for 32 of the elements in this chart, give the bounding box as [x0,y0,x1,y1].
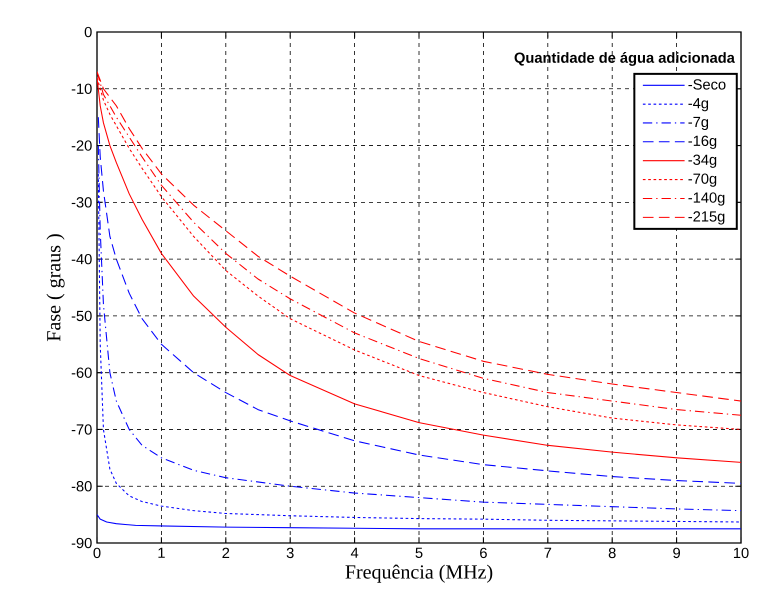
x-tick-label: 7 [544,548,552,558]
y-tick-label: -50 [72,310,92,322]
y-axis-title: Fase ( graus ) [46,234,65,342]
legend-label: -7g [688,116,708,130]
legend-label: -140g [688,192,724,206]
y-tick-label: -70 [72,424,92,435]
legend-label: -Seco [688,79,726,90]
x-tick-label: 9 [673,548,680,558]
x-tick-label: 10 [734,548,749,558]
legend-label: -16g [688,136,716,149]
x-tick-label: 2 [222,548,230,558]
y-tick-label: -20 [72,140,92,151]
x-tick-label: 5 [416,548,422,558]
y-tick-label: -10 [72,84,92,94]
y-tick-label: -30 [72,197,92,208]
x-tick-label: 8 [608,548,616,558]
x-axis-title: Frequência (MHz) [345,564,492,583]
x-tick-label: 0 [93,548,100,558]
legend-label: -70g [688,173,716,187]
legend-label: -215g [688,211,724,225]
y-tick-label: -80 [72,481,92,492]
x-tick-label: 6 [480,548,487,558]
x-tick-label: 1 [158,548,165,558]
x-tick-label: 3 [286,548,294,558]
legend-label: -4g [688,98,708,112]
y-tick-label: -60 [72,367,92,378]
x-tick-label: 4 [350,548,358,558]
legend-label: -34g [688,154,716,168]
y-tick-label: 0 [84,26,92,38]
y-tick-label: -90 [72,538,92,548]
y-tick-label: -40 [72,254,92,264]
legend-title: Quantidade de água adicionada [514,52,735,66]
